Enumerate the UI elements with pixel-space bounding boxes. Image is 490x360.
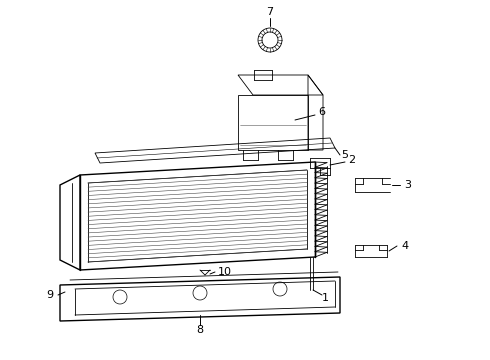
Text: 6: 6 bbox=[318, 107, 325, 117]
Text: 5: 5 bbox=[342, 150, 348, 160]
Text: 2: 2 bbox=[348, 155, 356, 165]
Text: 4: 4 bbox=[401, 241, 409, 251]
Text: 8: 8 bbox=[196, 325, 203, 335]
Text: 1: 1 bbox=[321, 293, 328, 303]
Text: 10: 10 bbox=[218, 267, 232, 277]
Text: 7: 7 bbox=[267, 7, 273, 17]
Text: 9: 9 bbox=[47, 290, 53, 300]
Text: 3: 3 bbox=[405, 180, 412, 190]
